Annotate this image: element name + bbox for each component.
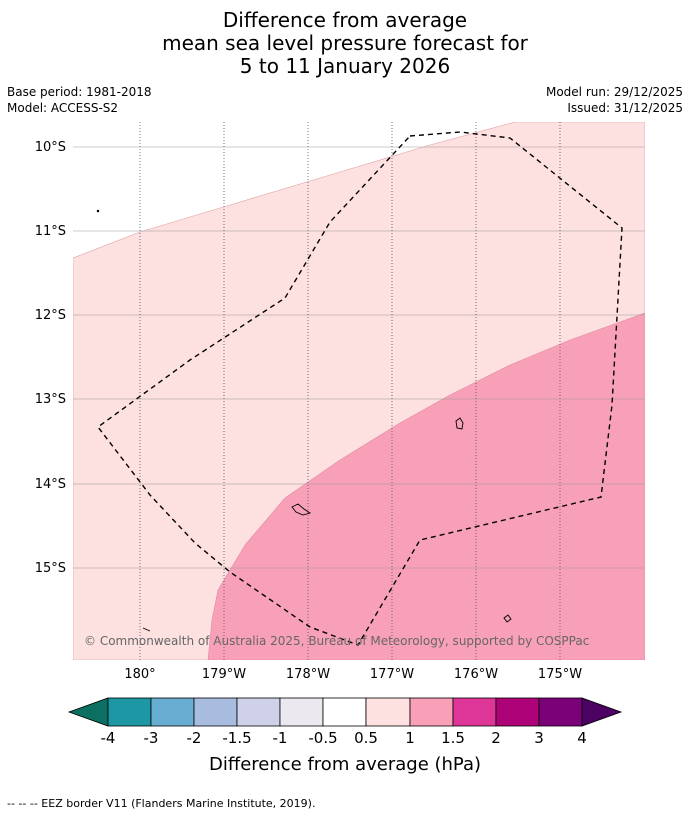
lon-label: 175°W [538,667,582,682]
island-wallis [455,417,464,430]
island-small [503,614,512,623]
map-panel: © Commonwealth of Australia 2025, Bureau… [73,122,645,660]
eez-border [97,131,623,646]
colorbar-swatch [322,697,367,727]
latitude-labels: 10°S 11°S 12°S 13°S 14°S 15°S [35,140,66,576]
lat-label: 11°S [35,224,66,239]
colorbar-swatch [495,697,540,727]
colorbar-tick: 3 [534,729,544,747]
model-run: Model run: 29/12/2025 [545,85,683,99]
lat-label: 15°S [35,561,66,576]
island-dot [96,209,100,213]
colorbar-tick: 1 [405,729,415,747]
lon-label: 180° [124,667,155,682]
title-line-3: 5 to 11 January 2026 [239,54,451,78]
colorbar-tick: -4 [101,729,116,747]
colorbar-tick: -0.5 [308,729,337,747]
meta-right: Model run: 29/12/2025 Issued: 31/12/2025 [546,84,683,116]
islands [96,209,512,632]
colorbar-label: Difference from average (hPa) [209,754,481,775]
colorbar-swatch-low-extend [67,697,109,727]
colorbar-tick: -1 [273,729,288,747]
colorbar-tick: -3 [144,729,159,747]
meta-left: Base period: 1981-2018 Model: ACCESS-S2 [7,84,152,116]
colorbar-tick: 0.5 [354,729,378,747]
model-name: Model: ACCESS-S2 [7,101,119,115]
colorbar-swatch [236,697,281,727]
island-reef [142,627,151,632]
colorbar-tick: -2 [187,729,202,747]
latitude-gridlines [73,146,645,569]
lat-label: 12°S [35,308,66,323]
colorbar-ticks: -4 -3 -2 -1.5 -1 -0.5 0.5 1 1.5 2 3 4 [101,729,587,747]
colorbar-swatch [365,697,411,727]
anomaly-region-1-to-1-5 [207,312,645,660]
colorbar-swatch [452,697,497,727]
longitude-labels: 180° 179°W 178°W 177°W 176°W 175°W [124,667,582,682]
colorbar [67,697,623,727]
title-line-2: mean sea level pressure forecast for [162,31,528,55]
lat-label: 10°S [35,140,66,155]
issued-date: Issued: 31/12/2025 [567,101,683,115]
map-figure: © Commonwealth of Australia 2025, Bureau… [35,122,645,775]
colorbar-swatch-high-extend [581,697,623,727]
colorbar-swatch [538,697,583,727]
colorbar-swatch [193,697,238,727]
colorbar-tick: -1.5 [222,729,251,747]
lat-label: 14°S [35,477,66,492]
base-period: Base period: 1981-2018 [7,85,152,99]
colorbar-swatch [150,697,195,727]
lon-label: 177°W [370,667,414,682]
lat-label: 13°S [35,392,66,407]
colorbar-tick: 2 [491,729,501,747]
colorbar-tick: 1.5 [441,729,465,747]
colorbar-swatch [107,697,152,727]
lon-label: 178°W [286,667,330,682]
lon-label: 179°W [202,667,246,682]
colorbar-swatch [409,697,454,727]
island-futuna [291,503,312,516]
lon-label: 176°W [454,667,498,682]
colorbar-swatch [279,697,324,727]
copyright-text: © Commonwealth of Australia 2025, Bureau… [84,634,589,648]
colorbar-tick: 4 [577,729,587,747]
eez-footnote: -- -- -- EEZ border V11 (Flanders Marine… [7,797,316,810]
title-line-1: Difference from average [222,8,468,32]
